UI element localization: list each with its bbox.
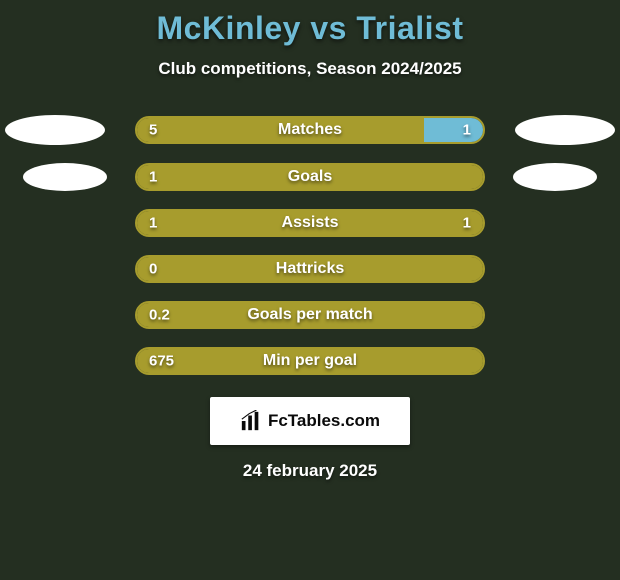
stat-label: Goals per match [247, 306, 372, 324]
stat-bar: 5 1 Matches [135, 116, 485, 144]
stat-row: 675 Min per goal [8, 347, 612, 375]
comparison-card: McKinley vs Trialist Club competitions, … [0, 0, 620, 580]
footer-date: 24 february 2025 [0, 461, 620, 481]
stat-label: Matches [278, 121, 342, 139]
player2-value: 1 [463, 215, 471, 232]
stat-label: Min per goal [263, 352, 357, 370]
brand-text: FcTables.com [268, 411, 380, 431]
player1-name: McKinley [156, 10, 300, 46]
player1-value: 0.2 [149, 307, 170, 324]
season-subtitle: Club competitions, Season 2024/2025 [0, 59, 620, 79]
stat-bar: 1 Goals [135, 163, 485, 191]
stat-label: Hattricks [276, 260, 344, 278]
stat-row: 1 1 Assists [8, 209, 612, 237]
player2-bar-fill [424, 118, 483, 142]
stat-bar: 675 Min per goal [135, 347, 485, 375]
player1-value: 1 [149, 169, 157, 186]
bars-icon [240, 410, 262, 432]
stat-row: 5 1 Matches [8, 115, 612, 145]
player1-value: 5 [149, 122, 157, 139]
stat-row: 0 Hattricks [8, 255, 612, 283]
player1-oval [5, 115, 105, 145]
player2-value: 1 [463, 122, 471, 139]
player2-oval [513, 163, 597, 191]
page-title: McKinley vs Trialist [0, 10, 620, 47]
stat-bar: 0.2 Goals per match [135, 301, 485, 329]
stat-label: Goals [288, 168, 332, 186]
stat-label: Assists [282, 214, 339, 232]
player1-value: 1 [149, 215, 157, 232]
stats-list: 5 1 Matches 1 Goals 1 1 Assists 0 Hattricks 0.2 Goa… [0, 115, 620, 375]
player1-value: 0 [149, 261, 157, 278]
player2-name: Trialist [356, 10, 463, 46]
player1-value: 675 [149, 353, 174, 370]
stat-bar: 1 1 Assists [135, 209, 485, 237]
player1-oval [23, 163, 107, 191]
stat-bar: 0 Hattricks [135, 255, 485, 283]
stat-row: 0.2 Goals per match [8, 301, 612, 329]
stat-row: 1 Goals [8, 163, 612, 191]
vs-separator: vs [310, 10, 347, 46]
player2-oval [515, 115, 615, 145]
brand-badge[interactable]: FcTables.com [210, 397, 410, 445]
